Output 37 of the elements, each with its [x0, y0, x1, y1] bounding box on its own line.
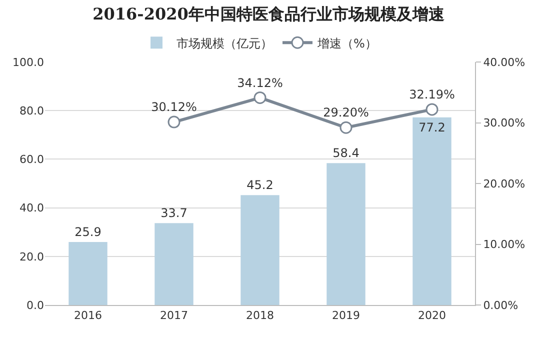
bar	[326, 163, 366, 305]
x-tick-label: 2020	[418, 309, 446, 322]
data-label: 34.12%	[237, 76, 283, 90]
legend-label: 市场规模（亿元）	[176, 36, 272, 50]
data-label: 45.2	[246, 178, 274, 192]
bar	[412, 117, 452, 305]
y-tick-label: 100.0	[12, 56, 44, 69]
y2-tick-label: 40.00%	[483, 56, 526, 69]
data-label: 58.4	[332, 146, 360, 160]
y-tick-label: 40.0	[20, 202, 44, 215]
y-tick-label: 80.0	[20, 104, 44, 118]
bar	[68, 242, 108, 305]
point	[426, 103, 438, 116]
legend-label: 增速（%）	[316, 36, 377, 50]
x-tick-label: 2016	[74, 309, 102, 322]
x-tick-label: 2019	[332, 309, 360, 322]
point	[254, 91, 266, 104]
y2-tick-label: 10.00%	[483, 238, 526, 252]
bar	[240, 195, 280, 305]
x-tick-label: 2017	[160, 309, 188, 322]
y-tick-label: 0.0	[26, 298, 44, 312]
data-label: 29.20%	[323, 106, 369, 120]
bar	[154, 223, 194, 305]
x-tick-label: 2018	[246, 309, 274, 322]
chart-title: 2016-2020年中国特医食品行业市场规模及增速	[92, 4, 446, 24]
point	[168, 116, 180, 128]
data-label: 77.2	[418, 120, 446, 134]
data-label: 25.9	[74, 225, 102, 240]
y-tick-label: 60.0	[20, 153, 44, 166]
data-label: 30.12%	[151, 100, 197, 114]
y-tick-label: 20.0	[20, 250, 44, 264]
y2-tick-label: 30.00%	[483, 116, 526, 130]
point	[340, 121, 352, 134]
data-label: 32.19%	[409, 88, 455, 102]
data-label: 33.7	[160, 206, 188, 220]
y2-tick-label: 0.00%	[483, 298, 518, 312]
y2-tick-label: 20.00%	[483, 177, 526, 190]
